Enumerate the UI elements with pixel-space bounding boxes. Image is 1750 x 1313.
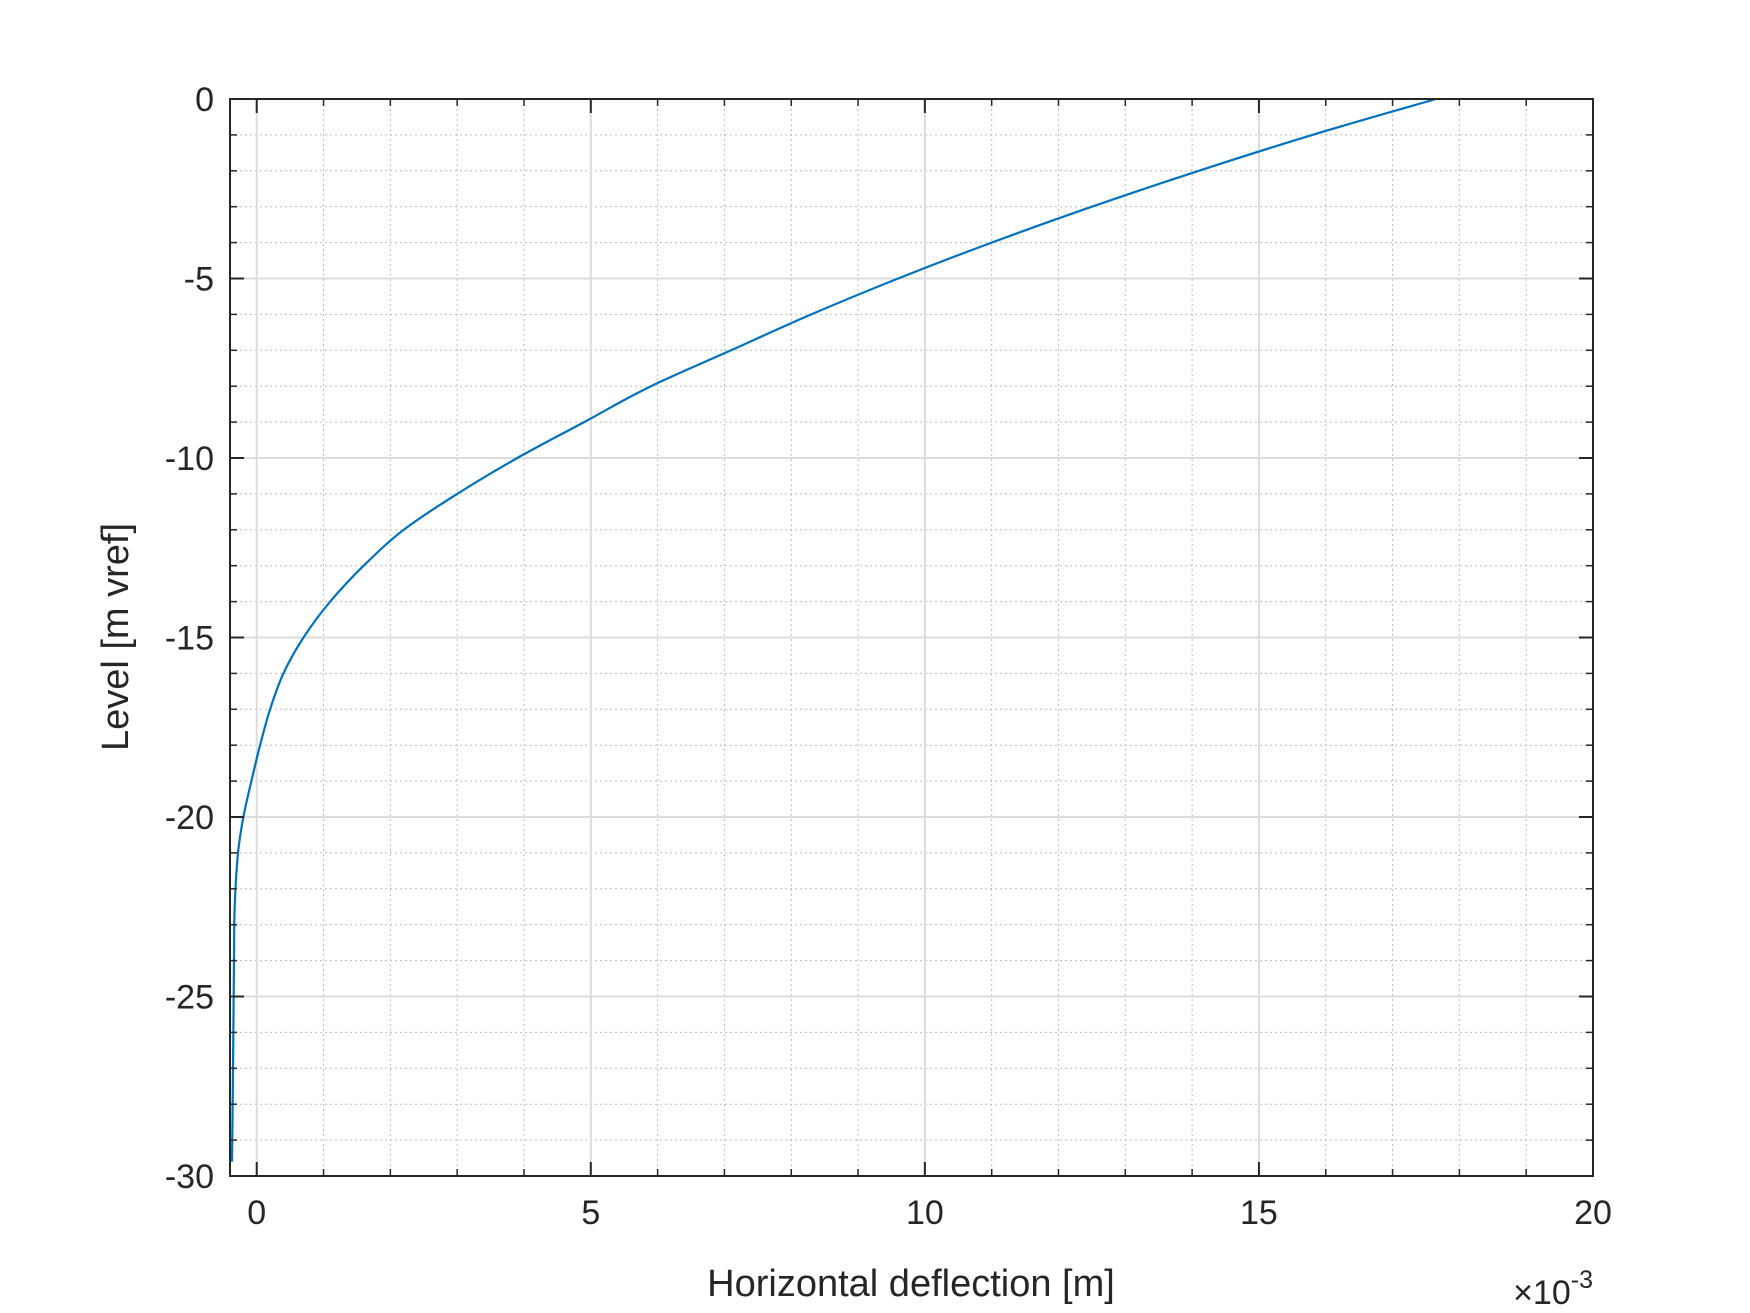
- minor-grid: [230, 99, 1593, 1176]
- y-axis-label: Level [m vref]: [95, 523, 137, 751]
- x-tick-label: 15: [1240, 1194, 1278, 1232]
- tick-marks: [230, 98, 1594, 1177]
- x-multiplier-base: ×10: [1513, 1274, 1571, 1312]
- y-tick-label: -20: [165, 799, 214, 837]
- series-layer: [230, 97, 1437, 1162]
- y-tick-label: -30: [165, 1158, 214, 1196]
- x-tick-label: 10: [906, 1194, 944, 1232]
- x-tick-labels: 0 5 10 15 20: [247, 1194, 1612, 1232]
- x-axis-multiplier: ×10-3: [1513, 1266, 1593, 1312]
- series-line: [230, 97, 1437, 1162]
- x-multiplier-exponent: -3: [1571, 1266, 1593, 1294]
- x-axis-label: Horizontal deflection [m]: [707, 1263, 1115, 1305]
- y-tick-label: 0: [195, 81, 214, 119]
- x-tick-label: 20: [1574, 1194, 1612, 1232]
- y-tick-label: -10: [165, 440, 214, 478]
- y-tick-labels: -30 -25 -20 -15 -10 -5 0: [165, 81, 214, 1196]
- x-tick-label: 0: [247, 1194, 266, 1232]
- y-tick-label: -5: [184, 261, 214, 299]
- y-tick-label: -15: [165, 620, 214, 658]
- y-tick-label: -25: [165, 979, 214, 1017]
- x-tick-label: 5: [581, 1194, 600, 1232]
